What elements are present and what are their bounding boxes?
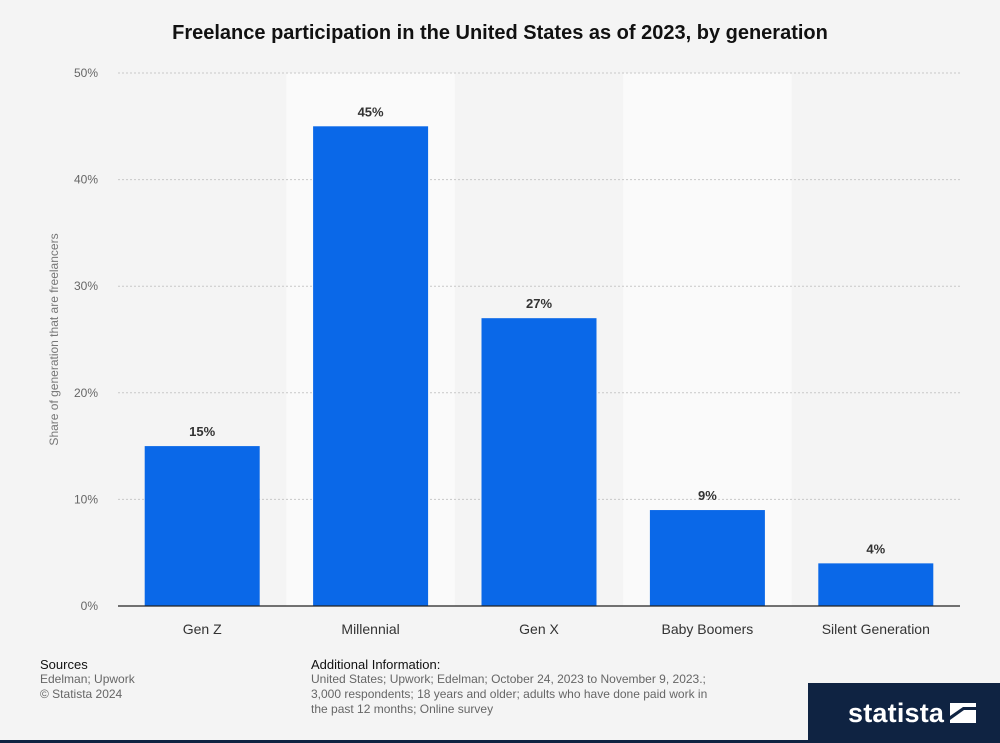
bar[interactable] (481, 318, 597, 606)
y-tick-label: 10% (74, 492, 98, 506)
x-tick-label: Baby Boomers (661, 621, 753, 637)
copyright-line: © Statista 2024 (40, 687, 123, 701)
additional-info-heading: Additional Information: (311, 657, 441, 672)
y-tick-label: 30% (74, 279, 98, 293)
additional-info-section: Additional Information: United States; U… (311, 657, 721, 717)
x-tick-label: Millennial (341, 621, 399, 637)
sources-section: Sources Edelman; Upwork © Statista 2024 (40, 657, 135, 702)
y-axis-ticks: 0% 10% 20% 30% 40% 50% (74, 66, 98, 613)
y-tick-label: 0% (81, 599, 99, 613)
bar-chart: 0% 10% 20% 30% 40% 50% 15% 45% 27% 9% 4% Gen Z Mil… (47, 66, 960, 637)
data-labels: 15% 45% 27% 9% 4% (189, 104, 885, 556)
y-tick-label: 50% (74, 66, 98, 80)
data-label: 9% (698, 488, 717, 503)
sources-line: Edelman; Upwork (40, 672, 135, 686)
x-tick-label: Gen X (519, 621, 559, 637)
x-tick-label: Gen Z (183, 621, 222, 637)
sources-heading: Sources (40, 657, 88, 672)
bar[interactable] (818, 563, 934, 606)
chart-title: Freelance participation in the United St… (172, 22, 828, 44)
gridlines (118, 72, 960, 500)
statista-logo[interactable]: statista (808, 683, 1000, 743)
bars (144, 126, 934, 607)
data-label: 27% (526, 296, 552, 311)
bottom-accent-line (0, 740, 1000, 743)
y-tick-label: 40% (74, 173, 98, 187)
statista-mark-icon (950, 703, 977, 723)
y-axis-label: Share of generation that are freelancers (47, 233, 61, 445)
bar[interactable] (649, 510, 765, 606)
additional-info-text: United States; Upwork; Edelman; October … (311, 672, 708, 716)
bar[interactable] (313, 126, 429, 607)
data-label: 45% (358, 104, 384, 119)
bar[interactable] (144, 446, 260, 606)
y-tick-label: 20% (74, 386, 98, 400)
brand-name: statista (848, 697, 945, 728)
data-label: 15% (189, 424, 215, 439)
data-label: 4% (866, 541, 885, 556)
x-axis-ticks: Gen Z Millennial Gen X Baby Boomers Silent G… (183, 621, 930, 637)
x-tick-label: Silent Generation (822, 621, 930, 637)
